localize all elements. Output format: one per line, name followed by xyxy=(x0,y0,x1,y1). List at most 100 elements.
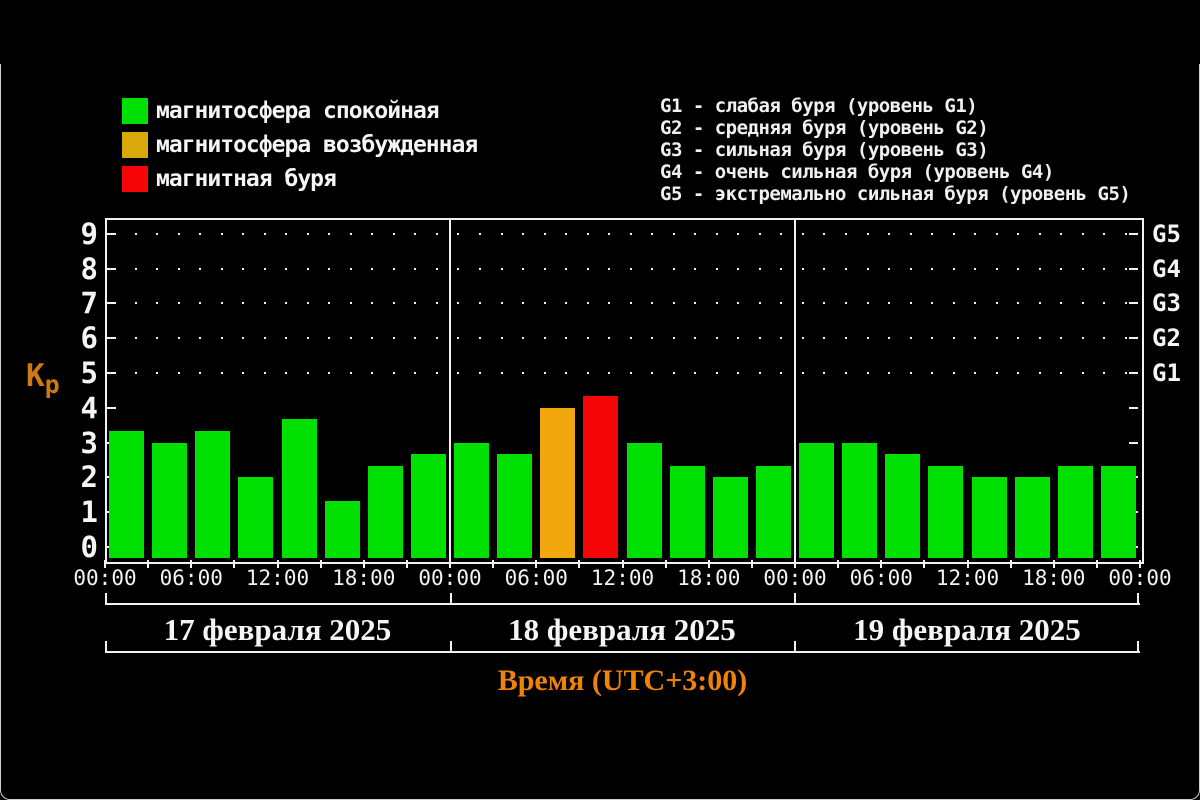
grid-dot xyxy=(995,302,998,305)
g3-description: G3 - сильная буря (уровень G3) xyxy=(660,139,989,161)
grid-dot xyxy=(349,302,352,305)
grid-dot xyxy=(866,267,869,270)
grid-dot xyxy=(177,372,180,374)
grid-dot xyxy=(1038,232,1041,235)
x-axis-title: Время (UTC+3:00) xyxy=(497,664,748,697)
grid-dot xyxy=(1103,267,1106,270)
bracket-tick xyxy=(105,593,107,604)
grid-dot xyxy=(328,337,331,340)
grid-dot xyxy=(177,337,180,340)
legend-item-label: магнитная буря xyxy=(156,166,337,192)
x-axis-tick xyxy=(405,560,408,568)
grid-dot xyxy=(909,372,912,374)
grid-dot xyxy=(435,232,438,235)
grid-dot xyxy=(500,302,503,305)
grid-dot xyxy=(479,232,481,235)
x-axis-tick xyxy=(147,560,150,568)
time-label: 18:00 xyxy=(332,566,396,590)
quiet-swatch-icon xyxy=(122,98,148,124)
grid-dot xyxy=(651,372,654,374)
grid-dot xyxy=(651,232,654,235)
grid-dot xyxy=(845,337,848,340)
y-tick-label: 9 xyxy=(80,216,98,251)
grid-dot xyxy=(371,267,374,270)
grid-dot xyxy=(371,372,374,374)
grid-dot xyxy=(1081,232,1084,235)
kp-bar xyxy=(1014,477,1050,558)
legend-item-label: магнитосфера спокойная xyxy=(156,98,440,124)
grid-dot xyxy=(1103,302,1106,305)
grid-dot xyxy=(974,302,977,305)
grid-dot xyxy=(758,302,761,305)
excited-swatch-icon xyxy=(122,132,148,158)
grid-dot xyxy=(888,232,891,235)
grid-dot xyxy=(522,337,525,340)
grid-dot xyxy=(1103,232,1106,235)
grid-dot xyxy=(866,232,869,235)
kp-bar xyxy=(454,442,489,558)
grid-dot xyxy=(565,267,568,270)
time-label: 18:00 xyxy=(677,566,741,590)
grid-dot xyxy=(715,232,718,235)
grid-dot xyxy=(995,267,998,270)
grid-dot xyxy=(479,337,481,340)
grid-dot xyxy=(220,267,223,270)
legend-item-label: магнитосфера возбужденная xyxy=(156,132,478,158)
grid-dot xyxy=(866,372,869,374)
grid-dot xyxy=(974,337,977,340)
y-axis-tick xyxy=(107,406,116,409)
grid-dot xyxy=(392,302,395,305)
date-label: 19 февраля 2025 xyxy=(853,612,1081,647)
grid-dot xyxy=(1081,337,1084,340)
kp-bar xyxy=(152,442,188,558)
grid-dot xyxy=(586,372,589,374)
y-tick-label: 0 xyxy=(80,530,98,564)
grid-dot xyxy=(543,302,546,305)
grid-dot xyxy=(263,232,266,235)
grid-dot xyxy=(737,232,740,235)
grid-dot xyxy=(866,337,869,340)
grid-dot xyxy=(672,232,675,235)
grid-dot xyxy=(1060,302,1063,305)
grid-dot xyxy=(845,267,848,270)
day-separator xyxy=(449,220,451,560)
y-tick-label: 1 xyxy=(80,495,98,530)
x-axis-tick xyxy=(233,560,236,568)
grid-dot xyxy=(694,267,697,270)
g-level-label: G5 xyxy=(1152,219,1181,248)
grid-dot xyxy=(1124,267,1127,270)
grid-dot xyxy=(543,267,546,270)
grid-dot xyxy=(435,337,438,340)
grid-dot xyxy=(909,267,912,270)
bracket-tick xyxy=(450,593,452,604)
grid-dot xyxy=(565,372,568,374)
grid-dot xyxy=(974,267,977,270)
grid-dot xyxy=(629,372,632,374)
grid-dot xyxy=(242,267,245,270)
x-axis-tick xyxy=(449,560,451,568)
grid-dot xyxy=(220,232,223,235)
grid-dot xyxy=(1060,267,1063,270)
grid-dot xyxy=(845,372,848,374)
grid-dot xyxy=(1081,372,1084,374)
grid-dot xyxy=(758,232,761,235)
grid-dot xyxy=(672,337,675,340)
grid-dot xyxy=(608,372,611,374)
grid-dot xyxy=(866,302,869,305)
grid-dot xyxy=(952,302,955,305)
kp-bar xyxy=(410,454,446,558)
grid-dot xyxy=(328,372,331,374)
grid-dot xyxy=(285,337,288,340)
x-axis-tick xyxy=(578,560,581,568)
grid-dot xyxy=(500,232,503,235)
grid-dot xyxy=(672,372,675,374)
grid-dot xyxy=(909,232,912,235)
grid-dot xyxy=(823,302,826,305)
grid-dot xyxy=(801,302,804,305)
plot-area xyxy=(105,218,1144,564)
bracket-tick xyxy=(794,641,796,652)
grid-dot xyxy=(995,372,998,374)
grid-dot xyxy=(479,267,481,270)
right-axis-tick xyxy=(1129,372,1138,374)
grid-dot xyxy=(565,337,568,340)
